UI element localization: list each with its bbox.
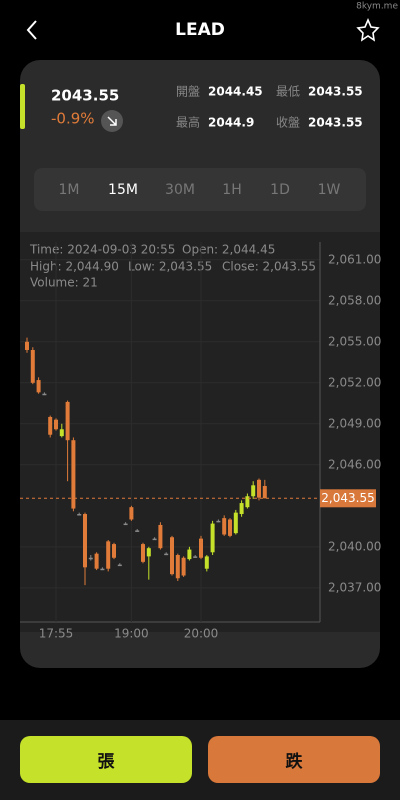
- candle-body: [245, 496, 250, 508]
- candle-body: [222, 518, 227, 535]
- y-tick-label: 2,040.00: [328, 539, 381, 553]
- back-icon[interactable]: [26, 20, 37, 40]
- stat-label: 最高: [176, 115, 200, 130]
- price-tag: [320, 489, 376, 508]
- y-tick-label: 2,046.00: [328, 457, 381, 471]
- interval-tab[interactable]: 1D: [270, 182, 290, 198]
- interval-tab[interactable]: 1H: [222, 182, 241, 198]
- candle-body: [135, 530, 140, 532]
- candle-body: [239, 503, 244, 515]
- candle-body: [233, 512, 238, 534]
- info-low: Low: 2,043.55: [128, 260, 212, 274]
- candle-body: [251, 485, 256, 497]
- candle-body: [262, 485, 267, 499]
- candle-body: [158, 524, 163, 549]
- stat-value: 2044.45: [208, 85, 263, 99]
- price-tag-label: 2,043.55: [321, 491, 374, 505]
- title: LEAD: [175, 20, 225, 40]
- stat-label: 最低: [276, 85, 300, 99]
- x-tick-label: 19:00: [114, 627, 149, 641]
- stat-value: 2044.9: [208, 116, 254, 130]
- info-high: High: 2,044.90: [30, 260, 119, 274]
- change: -0.9%: [51, 110, 95, 128]
- candle-body: [141, 544, 145, 562]
- info-close: Close: 2,043.55: [222, 260, 316, 274]
- stat-label: 收盤: [276, 116, 300, 130]
- candle-body: [228, 519, 232, 536]
- candle-body: [123, 523, 128, 526]
- info-open: Open: 2,044.45: [182, 243, 275, 257]
- candle-body: [204, 556, 209, 569]
- trend-arrow: [107, 116, 117, 126]
- candle-body: [54, 419, 58, 430]
- buy-button[interactable]: 張: [20, 736, 192, 783]
- stat-label: 開盤: [176, 85, 200, 99]
- y-tick-label: 2,055.00: [328, 334, 381, 348]
- candle-body: [77, 514, 82, 516]
- candle-body: [164, 553, 169, 556]
- candle-body: [71, 440, 76, 509]
- interval-tab[interactable]: 1W: [318, 182, 341, 198]
- candle-body: [100, 568, 105, 571]
- candle-body: [94, 553, 99, 569]
- candle-body: [59, 429, 64, 437]
- candle-body: [146, 548, 151, 557]
- interval-tab[interactable]: 30M: [165, 182, 195, 198]
- stat-value: 2043.55: [308, 116, 363, 130]
- candle-body: [117, 564, 122, 567]
- interval-tab[interactable]: 1M: [59, 182, 80, 198]
- candle-body: [83, 514, 87, 568]
- x-tick-label: 20:00: [184, 627, 219, 641]
- candle-body: [25, 341, 29, 350]
- candle-body: [36, 380, 41, 393]
- candle-body: [181, 557, 186, 576]
- candle-body: [210, 523, 215, 553]
- x-tick-label: 17:55: [39, 627, 74, 641]
- candle-body: [42, 393, 47, 396]
- info-volume: Volume: 21: [30, 276, 98, 290]
- y-tick-label: 2,049.00: [328, 416, 381, 430]
- candle-body: [48, 416, 53, 435]
- candle-body: [170, 537, 174, 575]
- candle-body: [30, 349, 35, 383]
- price: 2043.55: [51, 87, 119, 105]
- candle-body: [175, 555, 180, 579]
- favorite-icon[interactable]: [356, 17, 380, 42]
- interval-tab[interactable]: 15M: [108, 182, 138, 198]
- candle-body: [199, 538, 203, 558]
- y-tick-label: 2,037.00: [328, 580, 381, 594]
- y-tick-label: 2,061.00: [328, 252, 381, 266]
- y-tick-label: 2,058.00: [328, 293, 381, 307]
- candle-body: [88, 557, 93, 560]
- candle-body: [65, 401, 70, 441]
- sell-button[interactable]: 跌: [208, 736, 380, 783]
- candle-body: [216, 520, 221, 523]
- stat-value: 2043.55: [308, 85, 363, 99]
- watermark: 8kym.me: [356, 2, 398, 12]
- candle-body: [129, 507, 134, 520]
- candle-body: [193, 556, 198, 558]
- candle-body: [112, 544, 116, 558]
- candle-body: [187, 549, 192, 560]
- candle-body: [152, 538, 157, 541]
- candle-body: [257, 479, 261, 498]
- info-time: Time: 2024-09-03 20:55: [29, 243, 175, 257]
- interval-tabs: [34, 168, 366, 211]
- y-tick-label: 2,052.00: [328, 375, 381, 389]
- accent-bar: [20, 84, 25, 129]
- candle-body: [106, 541, 111, 569]
